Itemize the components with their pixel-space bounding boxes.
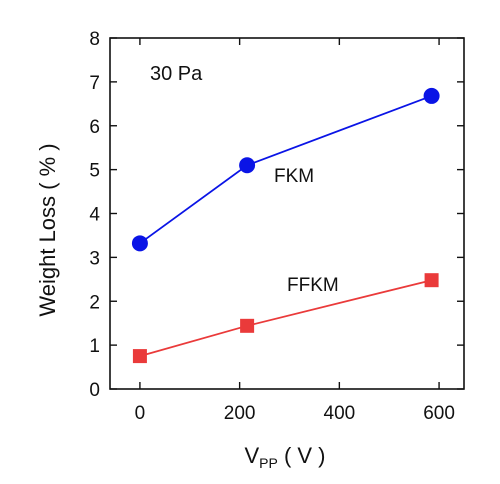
data-point-ffkm — [424, 273, 439, 288]
data-point-fkm — [131, 235, 148, 252]
y-tick-label: 3 — [89, 248, 100, 269]
series-layer — [131, 87, 440, 364]
x-tick-label: 400 — [324, 403, 356, 424]
y-tick-label: 2 — [89, 292, 100, 313]
data-point-fkm — [239, 157, 256, 174]
data-point-ffkm — [240, 318, 255, 333]
series-label-fkm: FKM — [274, 166, 314, 187]
x-tick-label: 0 — [135, 403, 146, 424]
y-tick-label: 8 — [89, 29, 100, 50]
series-label-ffkm: FFKM — [287, 275, 339, 296]
x-tick-label: 200 — [224, 403, 256, 424]
axis-ticks: 0 1 2 3 4 5 6 7 8 0 200 400 600 — [89, 29, 464, 424]
y-axis-title: Weight Loss ( % ) — [35, 143, 60, 316]
y-tick-label: 6 — [89, 117, 100, 138]
annotation-pressure: 30 Pa — [150, 63, 203, 85]
plot-frame — [109, 37, 465, 390]
x-tick-label: 600 — [423, 403, 455, 424]
data-point-fkm — [423, 87, 440, 104]
y-tick-label: 1 — [89, 336, 100, 357]
x-axis-title-unit: ( V ) — [278, 443, 326, 468]
data-point-ffkm — [132, 349, 147, 364]
x-axis-title: VPP ( V ) — [244, 443, 325, 471]
y-tick-label: 4 — [89, 205, 100, 226]
series-line-ffkm — [139, 279, 432, 357]
y-tick-label: 5 — [89, 161, 100, 182]
y-tick-label: 0 — [89, 380, 100, 401]
x-axis-title-subscript: PP — [259, 455, 278, 471]
y-tick-label: 7 — [89, 73, 100, 94]
x-axis-title-main: V — [244, 443, 259, 468]
